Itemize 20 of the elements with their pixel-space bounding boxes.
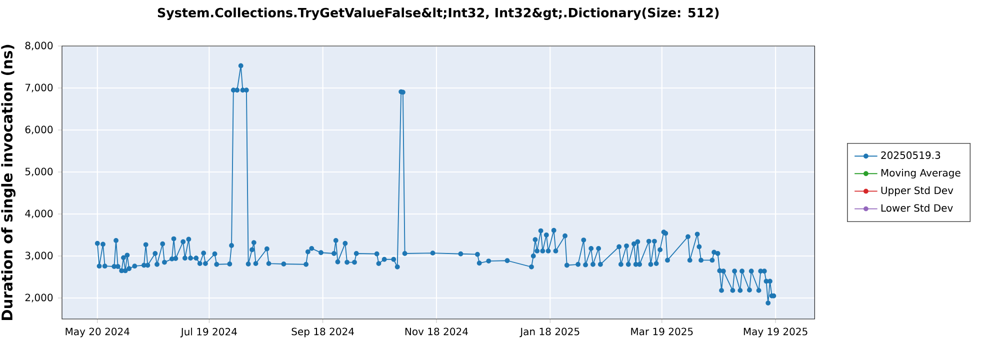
x-tick-label: May 19 2025 [744, 328, 808, 338]
y-axis-title: Duration of single invocation (ns) [1, 44, 16, 320]
y-tick-label: 5,000 [25, 168, 53, 176]
x-tick-label: Mar 19 2025 [631, 328, 693, 336]
legend-label: Lower Std Dev [881, 204, 953, 212]
legend-label: Moving Average [881, 168, 960, 178]
legend-label: 20250519.3 [881, 151, 940, 159]
y-tick-label: 6,000 [25, 126, 53, 134]
x-tick-label: Jan 18 2025 [520, 328, 580, 338]
legend-label: Upper Std Dev [881, 186, 954, 196]
x-tick-label: Nov 18 2024 [405, 328, 468, 336]
y-tick-label: 4,000 [25, 210, 53, 218]
y-tick-label: 7,000 [25, 84, 53, 92]
x-tick-label: Sep 18 2024 [292, 328, 354, 338]
y-tick-label: 2,000 [25, 294, 53, 302]
y-tick-label: 3,000 [25, 252, 53, 260]
x-tick-label: Jul 19 2024 [180, 328, 237, 338]
chart-title: System.Collections.TryGetValueFalse&lt;Int32, Int32&gt;.Dictionary(Size: 512) [158, 8, 719, 20]
x-tick-label: May 20 2024 [66, 328, 130, 338]
y-tick-label: 8,000 [25, 42, 53, 50]
